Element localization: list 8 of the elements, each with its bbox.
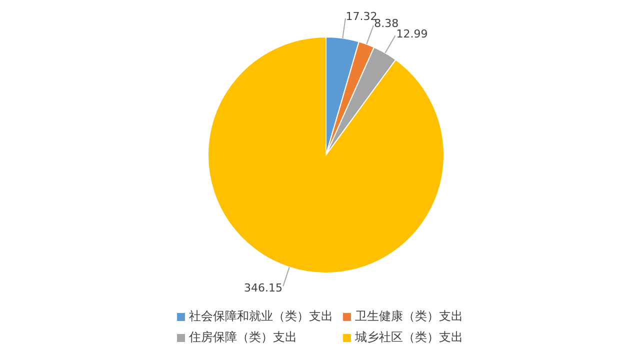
legend-label: 社会保障和就业（类）支出 [188,308,333,325]
data-label: 346.15 [244,282,283,295]
legend-label: 卫生健康（类）支出 [354,308,463,325]
legend-label: 住房保障（类）支出 [188,329,298,346]
legend-label: 城乡社区（类）支出 [354,329,463,346]
data-label: 8.38 [374,17,399,30]
data-label: 12.99 [396,27,428,40]
pie-slice [208,36,444,274]
